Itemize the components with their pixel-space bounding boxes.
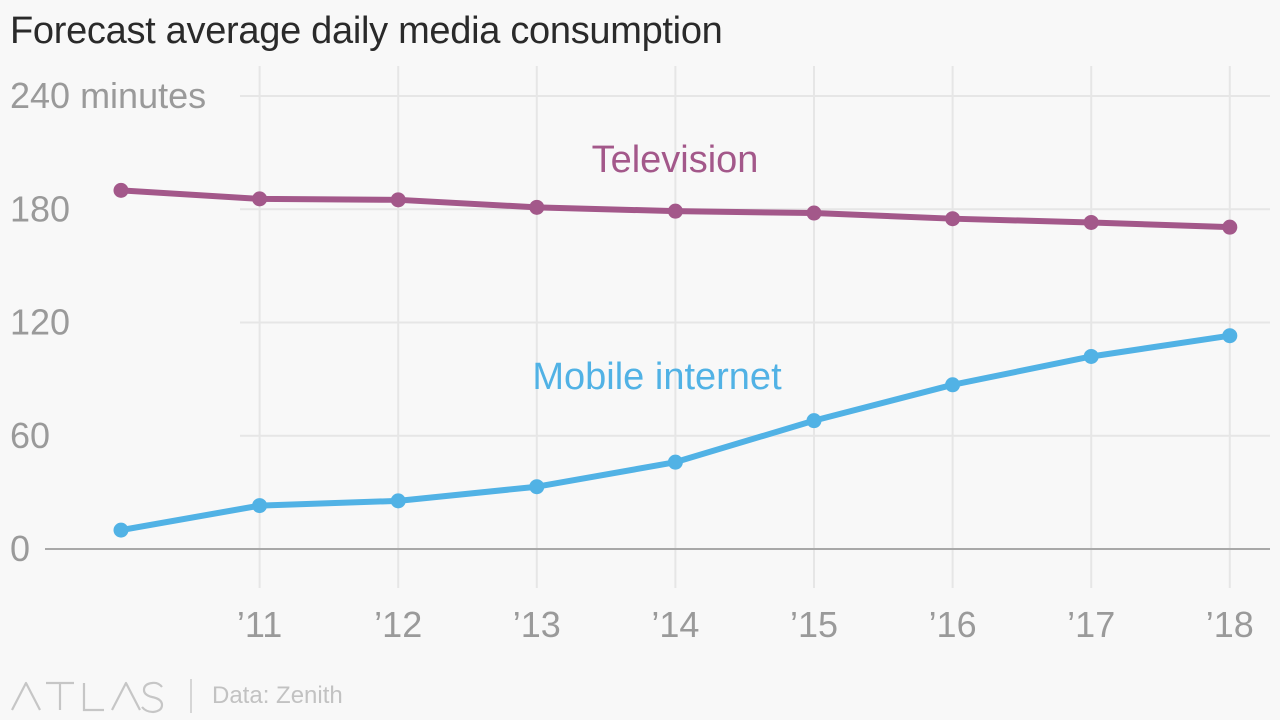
- atlas-logo: [11, 681, 164, 714]
- data-point: [1083, 348, 1099, 364]
- footer: Data: Zenith: [12, 676, 343, 716]
- series-label: Television: [592, 139, 759, 181]
- data-source: Data: Zenith: [212, 682, 343, 709]
- logo-a-icon: [111, 681, 141, 711]
- x-tick-label: ’12: [374, 604, 422, 645]
- y-tick-label: 240 minutes: [10, 75, 206, 116]
- y-tick-label: 180: [10, 188, 70, 229]
- data-point: [113, 182, 129, 198]
- x-tick-label: ’15: [790, 604, 838, 645]
- data-point: [529, 199, 545, 215]
- x-tick-label: ’17: [1067, 604, 1115, 645]
- y-tick-label: 0: [10, 528, 30, 569]
- data-point: [945, 377, 961, 393]
- data-point: [1222, 328, 1238, 344]
- x-tick-label: ’13: [513, 604, 561, 645]
- y-tick-label: 60: [10, 415, 50, 456]
- data-point: [806, 205, 822, 221]
- series-lines: [113, 182, 1238, 538]
- atlas-logo-space: [12, 679, 166, 713]
- logo-l-icon: [82, 683, 104, 712]
- data-point: [529, 479, 545, 495]
- data-point: [113, 522, 129, 538]
- data-point: [945, 211, 961, 227]
- data-point: [667, 203, 683, 219]
- data-point: [252, 498, 268, 514]
- y-tick-label: 120: [10, 302, 70, 343]
- logo-a-icon: [11, 681, 41, 711]
- x-tick-label: ’11: [237, 604, 282, 645]
- footer-divider: [190, 679, 192, 713]
- series-label: Mobile internet: [532, 356, 782, 398]
- data-point: [667, 454, 683, 470]
- axis-labels: 0 60 120 180 240 minutes ’11 ’12 ’13 ’14 ’15 ’16 ’1…: [10, 75, 1254, 645]
- x-tick-label: ’18: [1206, 604, 1254, 645]
- logo-s-icon: [141, 681, 164, 714]
- x-tick-label: ’16: [929, 604, 977, 645]
- data-point: [390, 493, 406, 509]
- data-point: [1083, 214, 1099, 230]
- x-tick-label: ’14: [651, 604, 699, 645]
- data-point: [390, 192, 406, 208]
- data-point: [252, 191, 268, 207]
- data-point: [806, 413, 822, 429]
- series-labels: Television Mobile internet: [532, 139, 782, 398]
- chart-title: Forecast average daily media consumption: [10, 10, 723, 52]
- data-point: [1222, 219, 1238, 235]
